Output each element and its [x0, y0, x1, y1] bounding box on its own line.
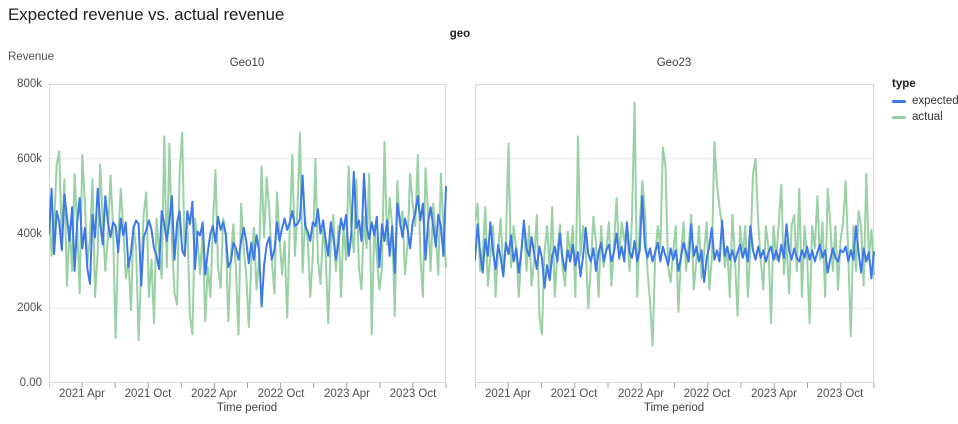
- y-tick-label: 800k: [17, 78, 42, 90]
- facet-title-geo10: Geo10: [229, 57, 265, 69]
- actual-line-swatch-icon: [892, 115, 906, 119]
- actual-line: [474, 101, 875, 347]
- x-tick-label: 2022 Apr: [617, 388, 665, 400]
- x-tick-label: 2022 Apr: [190, 388, 238, 400]
- expected-line: [474, 195, 875, 289]
- y-tick-label: 200k: [17, 302, 42, 315]
- x-axis-title: Time period: [216, 402, 278, 414]
- x-tick-label: 2023 Apr: [323, 388, 371, 400]
- x-tick-label: 2023 Oct: [816, 388, 864, 400]
- actual-line: [48, 131, 447, 341]
- legend-item-label: actual: [912, 111, 943, 123]
- facet-field-label: geo: [449, 28, 471, 40]
- legend-item-actual[interactable]: actual: [892, 111, 956, 123]
- y-tick-label: 0.00: [19, 377, 42, 389]
- x-tick-label: 2021 Oct: [550, 388, 598, 400]
- plot-area-geo23[interactable]: [474, 84, 875, 395]
- facet-title-geo23: Geo23: [656, 57, 692, 69]
- x-tick-label: 2021 Apr: [58, 388, 106, 400]
- facet-chart-geo10: [48, 84, 447, 388]
- x-tick-label: 2021 Oct: [124, 388, 172, 400]
- x-tick-label: 2023 Oct: [389, 388, 437, 400]
- x-axis-title: Time period: [643, 402, 705, 414]
- expected-line-swatch-icon: [892, 99, 906, 103]
- y-tick-label: 400k: [17, 227, 42, 240]
- x-tick-label: 2022 Oct: [257, 388, 305, 400]
- legend-item-expected[interactable]: expected: [892, 95, 958, 107]
- chart-title: Expected revenue vs. actual revenue: [8, 5, 285, 24]
- y-tick-label: 600k: [17, 152, 42, 165]
- x-tick-label: 2022 Oct: [683, 388, 731, 400]
- legend-title: type: [892, 78, 916, 90]
- plot-frame: [475, 84, 874, 383]
- legend-item-label: expected: [912, 95, 958, 107]
- y-axis-title: Revenue: [8, 51, 55, 63]
- legend: type expected actual: [892, 78, 958, 127]
- x-tick-label: 2023 Apr: [750, 388, 798, 400]
- facet-chart-geo23: [474, 84, 875, 388]
- plot-area-geo10[interactable]: [48, 84, 447, 395]
- expected-line: [48, 170, 447, 308]
- x-tick-label: 2021 Apr: [484, 388, 532, 400]
